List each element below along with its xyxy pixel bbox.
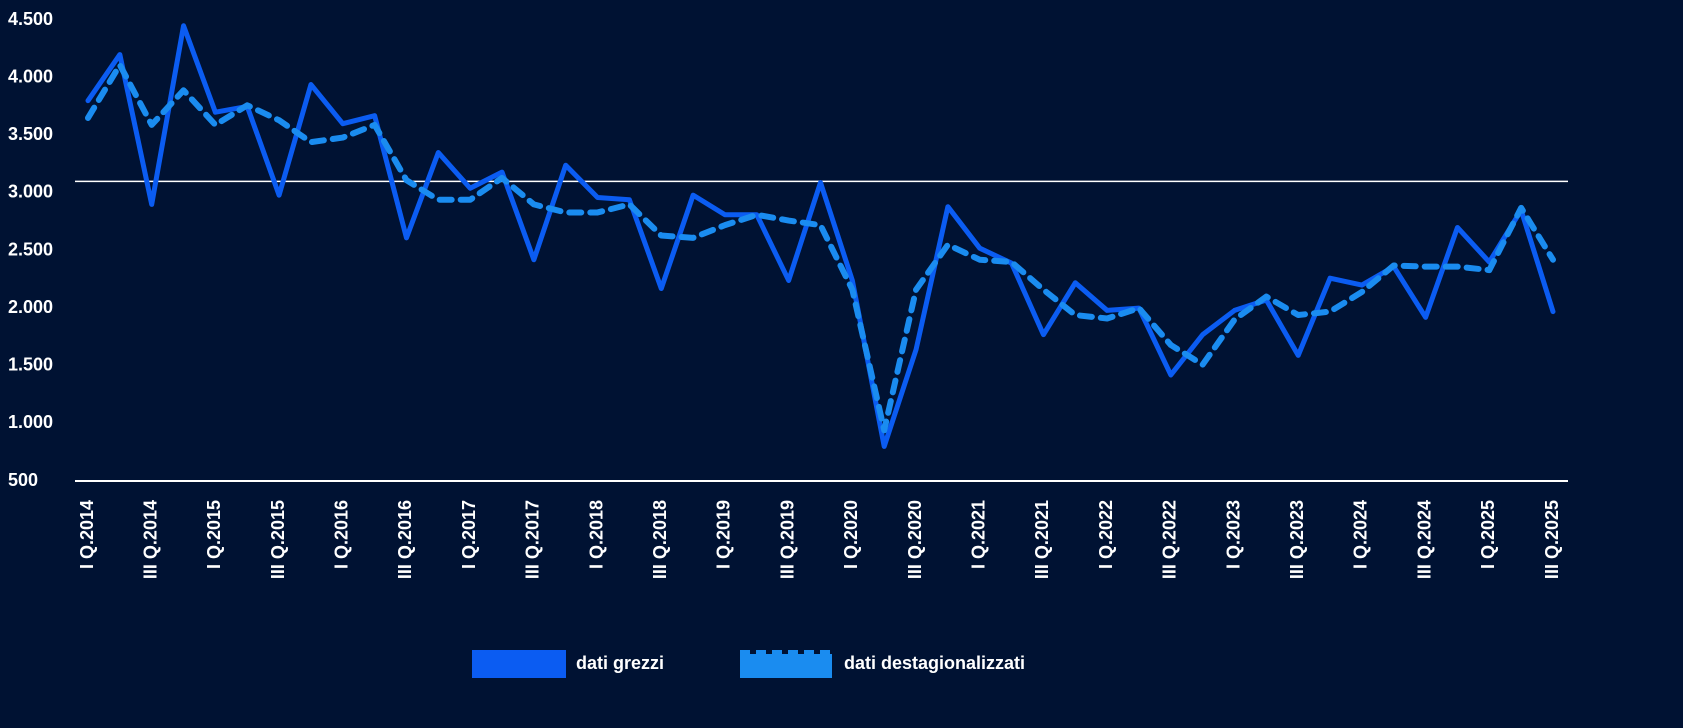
x-tick-label: III Q.2021 xyxy=(1032,500,1052,579)
x-tick-label: III Q.2020 xyxy=(905,500,925,579)
x-tick-label: I Q.2022 xyxy=(1096,500,1116,569)
y-tick-label: 4.500 xyxy=(8,9,53,29)
x-tick-label: III Q.2014 xyxy=(140,500,160,579)
x-tick-label: I Q.2024 xyxy=(1351,500,1371,569)
x-tick-label: I Q.2019 xyxy=(714,500,734,569)
x-tick-label: I Q.2021 xyxy=(968,500,988,569)
series-line xyxy=(85,61,1556,434)
x-tick-label: I Q.2017 xyxy=(459,500,479,569)
y-tick-label: 2.000 xyxy=(8,297,53,317)
x-tick-label: III Q.2016 xyxy=(395,500,415,579)
y-tick-label: 1.500 xyxy=(8,355,53,375)
legend-label: dati grezzi xyxy=(576,653,664,673)
x-tick-label: I Q.2023 xyxy=(1223,500,1243,569)
y-tick-label: 4.000 xyxy=(8,66,53,86)
x-tick-label: I Q.2016 xyxy=(332,500,352,569)
legend-swatch xyxy=(472,650,566,678)
y-tick-label: 3.000 xyxy=(8,182,53,202)
x-tick-label: III Q.2025 xyxy=(1542,500,1562,579)
x-tick-label: III Q.2018 xyxy=(650,500,670,579)
y-tick-label: 3.500 xyxy=(8,124,53,144)
x-tick-label: III Q.2019 xyxy=(777,500,797,579)
x-tick-label: III Q.2022 xyxy=(1160,500,1180,579)
legend-label: dati destagionalizzati xyxy=(844,653,1025,673)
x-tick-label: III Q.2017 xyxy=(523,500,543,579)
x-tick-label: I Q.2014 xyxy=(77,500,97,569)
x-tick-label: III Q.2024 xyxy=(1414,500,1434,579)
x-tick-label: I Q.2020 xyxy=(841,500,861,569)
y-tick-label: 500 xyxy=(8,470,38,490)
y-tick-label: 1.000 xyxy=(8,412,53,432)
x-tick-label: I Q.2018 xyxy=(586,500,606,569)
x-tick-label: III Q.2023 xyxy=(1287,500,1307,579)
x-tick-label: III Q.2015 xyxy=(268,500,288,579)
x-tick-label: I Q.2015 xyxy=(204,500,224,569)
series-line xyxy=(85,23,1556,449)
y-tick-label: 2.500 xyxy=(8,239,53,259)
legend-swatch xyxy=(740,654,832,678)
x-tick-label: I Q.2025 xyxy=(1478,500,1498,569)
